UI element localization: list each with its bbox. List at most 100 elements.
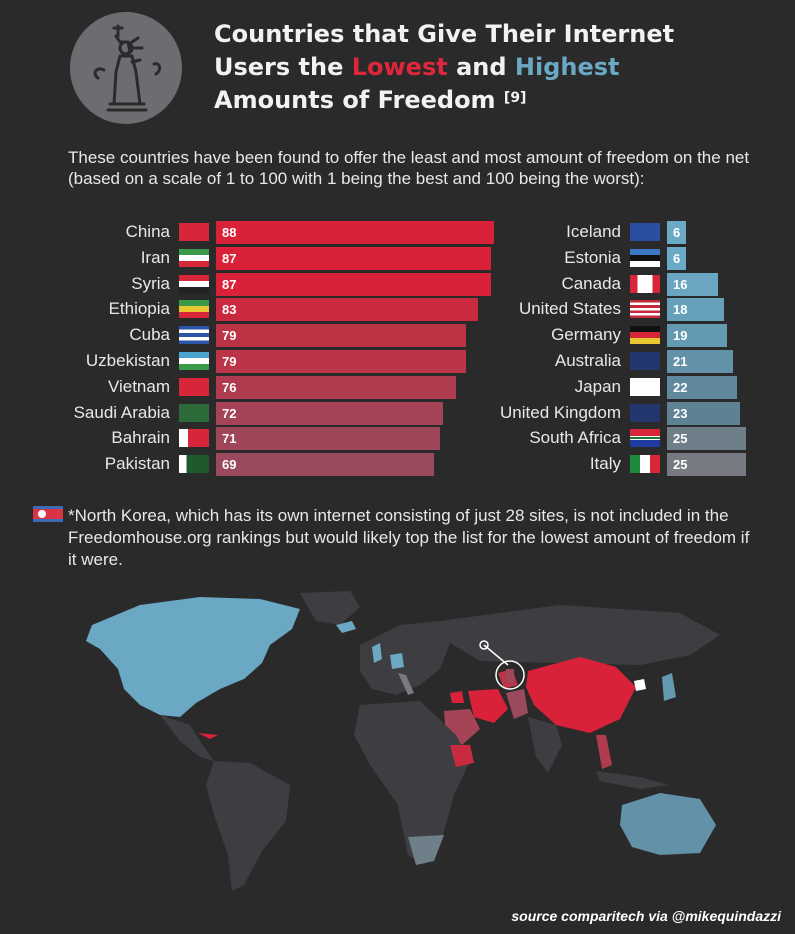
flag-united-states-icon <box>630 300 660 318</box>
country-label-saudi-arabia: Saudi Arabia <box>73 403 170 422</box>
bar-italy <box>667 453 746 476</box>
country-label-australia: Australia <box>554 351 621 370</box>
world-map-icon <box>86 591 720 891</box>
flag-vietnam-icon <box>179 378 209 396</box>
bar-iceland <box>667 221 686 244</box>
bar-value-uzbekistan: 79 <box>222 354 237 369</box>
map-bahrain-callout <box>495 660 525 690</box>
bar-germany <box>667 324 727 347</box>
flag-japan-icon <box>630 378 660 396</box>
map-central-america <box>160 715 214 761</box>
country-label-south-africa: South Africa <box>529 428 621 447</box>
country-label-uzbekistan: Uzbekistan <box>85 351 170 370</box>
bar-row-united-kingdom: United Kingdom 23 <box>0 402 795 425</box>
bar-ethiopia <box>216 298 478 321</box>
country-label-china: China <box>125 222 170 241</box>
country-label-iceland: Iceland <box>566 222 621 241</box>
flag-iceland-icon <box>630 223 660 241</box>
bar-value-united-states: 18 <box>673 302 688 317</box>
flag-australia-icon <box>630 352 660 370</box>
country-label-pakistan: Pakistan <box>104 454 170 473</box>
map-iran <box>468 689 508 723</box>
map-greenland <box>300 591 360 625</box>
page-title: Countries that Give Their Internet Users… <box>214 18 674 117</box>
bar-row-united-states: United States 18 <box>0 298 795 321</box>
bar-row-germany: Germany 19 <box>0 324 795 347</box>
bar-australia <box>667 350 733 373</box>
title-reference: [9] <box>503 90 527 106</box>
map-italy <box>398 673 414 695</box>
title-line-3-text: Amounts of Freedom <box>214 86 504 114</box>
country-label-syria: Syria <box>131 274 170 293</box>
title-and-word: and <box>447 53 515 81</box>
country-label-cuba: Cuba <box>129 325 170 344</box>
title-lowest-word: Lowest <box>351 53 448 81</box>
bar-saudi-arabia <box>216 402 443 425</box>
bar-value-saudi-arabia: 72 <box>222 406 237 421</box>
flag-united-kingdom-icon <box>630 404 660 422</box>
flag-china-icon <box>179 223 209 241</box>
bar-row-bahrain: Bahrain 71 <box>0 427 795 450</box>
flag-canada-icon <box>630 275 660 293</box>
country-label-japan: Japan <box>574 377 621 396</box>
country-label-canada: Canada <box>561 274 621 293</box>
title-line-3: Amounts of Freedom [9] <box>214 84 674 117</box>
map-north-america <box>86 597 300 717</box>
flag-saudi-arabia-icon <box>179 404 209 422</box>
title-line-2-prefix: Users the <box>214 53 352 81</box>
bar-value-australia: 21 <box>673 354 688 369</box>
bar-value-china: 88 <box>222 225 237 240</box>
flag-south-africa-icon <box>630 429 660 447</box>
country-label-germany: Germany <box>551 325 621 344</box>
bar-row-uzbekistan: Uzbekistan 79 <box>0 350 795 373</box>
country-label-united-kingdom: United Kingdom <box>500 403 621 422</box>
bar-syria <box>216 273 491 296</box>
map-indonesia <box>596 771 668 789</box>
bar-row-saudi-arabia: Saudi Arabia 72 <box>0 402 795 425</box>
bar-estonia <box>667 247 686 270</box>
title-line-2: Users the Lowest and Highest <box>214 51 674 84</box>
map-ethiopia <box>450 745 474 767</box>
bar-row-iceland: Iceland 6 <box>0 221 795 244</box>
bar-value-iceland: 6 <box>673 225 681 240</box>
bar-value-united-kingdom: 23 <box>673 406 688 421</box>
map-vietnam <box>596 735 612 769</box>
bar-row-pakistan: Pakistan 69 <box>0 453 795 476</box>
statue-of-liberty-icon <box>93 24 162 112</box>
bar-row-china: China 88 <box>0 221 795 244</box>
map-germany <box>390 653 404 669</box>
map-syria <box>450 691 464 703</box>
bar-united-kingdom <box>667 402 740 425</box>
title-highest-word: Highest <box>514 53 620 81</box>
bar-value-estonia: 6 <box>673 251 681 266</box>
flag-north-korea-icon <box>33 506 63 522</box>
map-africa <box>354 701 470 865</box>
bar-japan <box>667 376 737 399</box>
country-label-estonia: Estonia <box>564 248 621 267</box>
bar-cuba <box>216 324 466 347</box>
intro-text: These countries have been found to offer… <box>68 148 750 188</box>
bar-china <box>216 221 494 244</box>
map-pakistan <box>506 689 528 719</box>
country-label-united-states: United States <box>518 299 621 318</box>
bar-row-estonia: Estonia 6 <box>0 247 795 270</box>
country-label-italy: Italy <box>589 454 621 473</box>
map-south-africa <box>408 835 444 865</box>
bar-vietnam <box>216 376 456 399</box>
bar-value-pakistan: 69 <box>222 457 237 472</box>
bar-iran <box>216 247 491 270</box>
flag-cuba-icon <box>179 326 209 344</box>
flag-bahrain-icon <box>179 429 209 447</box>
flag-pakistan-icon <box>179 455 209 473</box>
map-estonia-callout-dot <box>479 640 489 650</box>
map-cuba <box>198 733 218 739</box>
bar-value-germany: 19 <box>673 328 688 343</box>
map-australia <box>620 793 716 855</box>
bar-value-japan: 22 <box>673 380 688 395</box>
flag-syria-icon <box>179 275 209 293</box>
map-uk <box>372 643 382 663</box>
country-label-bahrain: Bahrain <box>111 428 170 447</box>
flag-estonia-icon <box>630 249 660 267</box>
map-north-korea <box>634 679 646 691</box>
bar-row-ethiopia: Ethiopia 83 <box>0 298 795 321</box>
